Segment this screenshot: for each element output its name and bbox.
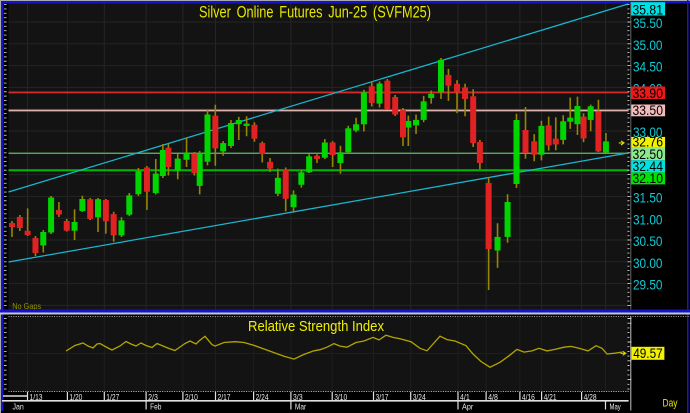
svg-text:3/24: 3/24 <box>413 393 426 402</box>
svg-text:30.00: 30.00 <box>633 256 663 271</box>
svg-text:4/1: 4/1 <box>460 393 470 402</box>
svg-text:31.00: 31.00 <box>633 212 663 227</box>
svg-text:32.10: 32.10 <box>633 171 664 186</box>
svg-text:31.50: 31.50 <box>633 191 663 206</box>
svg-text:33.50: 33.50 <box>633 103 664 118</box>
svg-text:2/24: 2/24 <box>256 393 269 402</box>
svg-text:No Gaps: No Gaps <box>12 302 41 311</box>
svg-text:4/21: 4/21 <box>544 393 557 402</box>
svg-text:1/20: 1/20 <box>69 393 82 402</box>
svg-text:30.50: 30.50 <box>633 234 663 249</box>
svg-text:3/17: 3/17 <box>376 393 389 402</box>
svg-text:1/13: 1/13 <box>30 393 43 402</box>
svg-text:35.00: 35.00 <box>633 38 663 53</box>
svg-text:35.50: 35.50 <box>633 16 663 31</box>
svg-text:34.50: 34.50 <box>633 60 663 75</box>
svg-text:33.90: 33.90 <box>633 86 664 101</box>
svg-text:Mar: Mar <box>295 402 307 411</box>
svg-text:32.50: 32.50 <box>633 147 664 162</box>
svg-text:2/17: 2/17 <box>218 393 231 402</box>
svg-text:2/10: 2/10 <box>185 393 198 402</box>
svg-text:Apr: Apr <box>462 402 474 411</box>
svg-text:33.00: 33.00 <box>633 125 663 140</box>
svg-text:4/28: 4/28 <box>584 393 597 402</box>
svg-text:32.76: 32.76 <box>633 135 664 150</box>
svg-text:May: May <box>610 402 621 411</box>
svg-text:32.44: 32.44 <box>633 159 664 174</box>
svg-text:Day: Day <box>663 398 678 410</box>
svg-text:29.50: 29.50 <box>633 278 663 293</box>
svg-text:4/8: 4/8 <box>488 393 498 402</box>
svg-text:49.57: 49.57 <box>633 346 663 361</box>
svg-text:Silver Online Futures Jun-25 (: Silver Online Futures Jun-25 (SVFM25) <box>199 3 431 21</box>
svg-text:Jan: Jan <box>13 402 24 411</box>
svg-text:2/3: 2/3 <box>148 393 158 402</box>
svg-text:Feb: Feb <box>150 402 162 411</box>
svg-text:4/16: 4/16 <box>522 393 535 402</box>
svg-text:3/10: 3/10 <box>334 393 347 402</box>
svg-text:35.81: 35.81 <box>633 2 664 17</box>
svg-text:Relative Strength Index: Relative Strength Index <box>248 319 385 335</box>
svg-text:3/3: 3/3 <box>293 393 303 402</box>
svg-text:1/27: 1/27 <box>106 393 119 402</box>
